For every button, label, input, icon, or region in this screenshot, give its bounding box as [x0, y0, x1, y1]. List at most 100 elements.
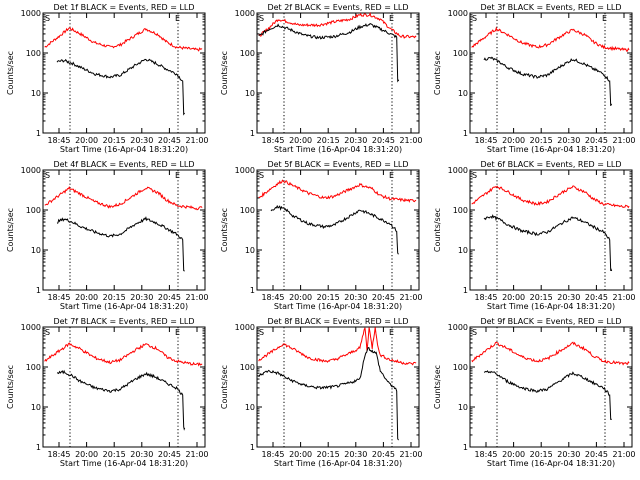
x-tick-label: 20:15 [103, 136, 126, 145]
marker-label: E [389, 328, 394, 337]
detector-panel-6: Det 6f BLACK = Events, RED = LLD 1 10 100 10… [433, 160, 636, 311]
x-tick-label: 21:00 [185, 293, 208, 302]
lld-series-line [44, 342, 203, 367]
events-series-line [258, 22, 400, 83]
marker-label: S [259, 328, 264, 337]
panel-title: Det 2f BLACK = Events, RED = LLD [267, 3, 408, 12]
plot-frame [42, 326, 206, 448]
x-tick-label: 20:45 [158, 450, 181, 459]
x-tick-label: 18:45 [47, 293, 70, 302]
y-axis-label: Counts/sec [220, 208, 229, 252]
lld-series-line [471, 341, 630, 366]
y-tick-label: 1 [250, 129, 255, 138]
events-series-line [483, 214, 613, 272]
y-axis-label: Counts/sec [433, 208, 442, 252]
x-tick-label: 20:00 [502, 293, 525, 302]
y-tick-label: 10 [31, 89, 41, 98]
x-tick-label: 20:45 [158, 136, 181, 145]
y-tick-label: 1 [36, 286, 41, 295]
y-tick-label: 100 [240, 49, 255, 58]
marker-label: S [45, 328, 50, 337]
x-tick-label: 20:45 [158, 293, 181, 302]
y-tick-label: 10 [31, 246, 41, 255]
y-axis-label: Counts/sec [220, 365, 229, 409]
y-axis-label: Counts/sec [220, 51, 229, 95]
x-tick-label: 20:15 [530, 450, 553, 459]
y-tick-label: 1000 [448, 166, 468, 175]
events-series-line [258, 347, 399, 441]
x-tick-label: 21:00 [185, 136, 208, 145]
x-tick-label: 21:00 [399, 450, 422, 459]
marker-label: E [175, 328, 180, 337]
x-tick-label: 20:45 [585, 450, 608, 459]
x-tick-label: 21:00 [399, 136, 422, 145]
detector-panel-9: Det 9f BLACK = Events, RED = LLD 1 10 100 10… [433, 317, 636, 468]
events-series-line [270, 204, 399, 255]
marker-label: S [472, 328, 477, 337]
lld-series-line [258, 11, 417, 39]
x-tick-label: 20:15 [317, 450, 340, 459]
x-tick-label: 20:30 [344, 293, 367, 302]
x-axis-label: Start Time (16-Apr-04 18:31:20) [60, 459, 188, 468]
events-series-line [483, 370, 613, 420]
marker-label: E [602, 328, 607, 337]
x-tick-label: 20:15 [530, 136, 553, 145]
y-tick-label: 1000 [235, 323, 255, 332]
x-tick-label: 18:45 [474, 450, 497, 459]
y-tick-label: 1000 [235, 9, 255, 18]
plot-frame [256, 12, 420, 134]
y-tick-label: 1 [463, 286, 468, 295]
x-tick-label: 20:45 [585, 293, 608, 302]
y-tick-label: 1 [463, 129, 468, 138]
panel-title: Det 4f BLACK = Events, RED = LLD [53, 160, 194, 169]
x-tick-label: 20:15 [103, 293, 126, 302]
marker-label: E [389, 171, 394, 180]
x-axis-label: Start Time (16-Apr-04 18:31:20) [487, 145, 615, 154]
y-tick-label: 100 [26, 206, 41, 215]
y-tick-label: 10 [245, 403, 255, 412]
plot-frame [256, 326, 420, 448]
y-tick-label: 1000 [235, 166, 255, 175]
y-tick-label: 100 [26, 49, 41, 58]
y-tick-label: 10 [458, 89, 468, 98]
x-tick-label: 20:30 [557, 450, 580, 459]
x-tick-label: 20:30 [557, 293, 580, 302]
x-tick-label: 20:30 [344, 450, 367, 459]
x-tick-label: 18:45 [474, 136, 497, 145]
plot-frame [42, 12, 206, 134]
marker-label: E [602, 14, 607, 23]
plot-frame [469, 326, 633, 448]
y-axis-label: Counts/sec [6, 208, 15, 252]
panel-title: Det 6f BLACK = Events, RED = LLD [480, 160, 621, 169]
y-tick-label: 10 [458, 246, 468, 255]
detector-panel-7: Det 7f BLACK = Events, RED = LLD 1 10 100 10… [6, 317, 209, 468]
x-axis-label: Start Time (16-Apr-04 18:31:20) [487, 459, 615, 468]
x-axis-label: Start Time (16-Apr-04 18:31:20) [487, 302, 615, 311]
x-tick-label: 20:15 [317, 136, 340, 145]
plot-frame [256, 169, 420, 291]
detector-panel-4: Det 4f BLACK = Events, RED = LLD 1 10 100 10… [6, 160, 209, 311]
y-tick-label: 10 [31, 403, 41, 412]
x-tick-label: 20:00 [502, 136, 525, 145]
x-tick-label: 21:00 [612, 450, 635, 459]
x-tick-label: 18:45 [47, 450, 70, 459]
y-tick-label: 1000 [21, 323, 41, 332]
y-tick-label: 1000 [21, 166, 41, 175]
y-tick-label: 100 [453, 49, 468, 58]
x-tick-label: 20:00 [502, 450, 525, 459]
x-tick-label: 20:45 [585, 136, 608, 145]
x-tick-label: 20:00 [289, 293, 312, 302]
y-axis-label: Counts/sec [433, 365, 442, 409]
y-tick-label: 100 [240, 363, 255, 372]
detector-panel-8: Det 8f BLACK = Events, RED = LLD 1 10 100 10… [220, 317, 423, 468]
y-axis-label: Counts/sec [6, 51, 15, 95]
x-axis-label: Start Time (16-Apr-04 18:31:20) [60, 302, 188, 311]
x-tick-label: 21:00 [399, 293, 422, 302]
x-tick-label: 21:00 [185, 450, 208, 459]
x-tick-label: 18:45 [261, 450, 284, 459]
x-tick-label: 20:00 [75, 450, 98, 459]
marker-label: E [389, 14, 394, 23]
panel-title: Det 1f BLACK = Events, RED = LLD [53, 3, 194, 12]
panel-title: Det 9f BLACK = Events, RED = LLD [480, 317, 621, 326]
marker-label: E [602, 171, 607, 180]
